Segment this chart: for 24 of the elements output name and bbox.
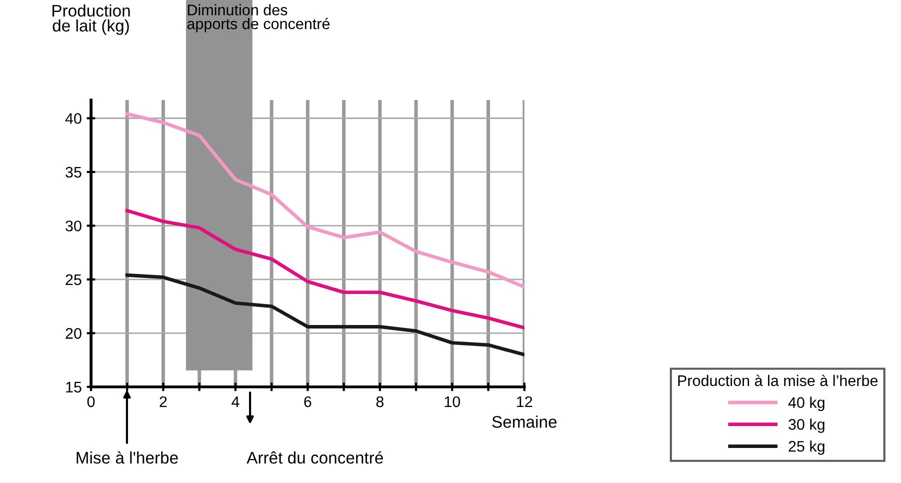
y-tick-label: 30 [66,220,82,232]
x-tick-label: 4 [232,396,240,407]
y-axis-title: Production de lait (kg) [52,4,130,35]
y-tick-label: 15 [66,382,82,393]
y-tick-label: 35 [66,166,82,178]
legend-title: Production à la mise à l’herbe [678,374,878,386]
y-tick-label: 40 [65,113,82,124]
text: Mise à l'herbe [76,451,178,464]
x-tick-label: 0 [87,396,95,408]
x-tick-label: 10 [444,396,460,408]
legend-label: 40 kg [788,396,824,411]
line-series [125,273,524,356]
x-tick-label: 6 [304,396,312,408]
x-tick-label: 2 [160,396,167,407]
text: Arrêt du concentré [246,451,383,464]
line-series [125,112,524,289]
y-tick-label: 25 [66,274,82,286]
x-tick-label: 12 [517,396,532,407]
x-axis-title: Semaine [492,416,557,428]
legend-label: 25 kg [788,440,824,455]
x-tick-label: 8 [376,396,384,408]
line-series [125,208,524,330]
y-tick-label: 20 [66,328,82,339]
legend-label: 30 kg [788,418,824,433]
